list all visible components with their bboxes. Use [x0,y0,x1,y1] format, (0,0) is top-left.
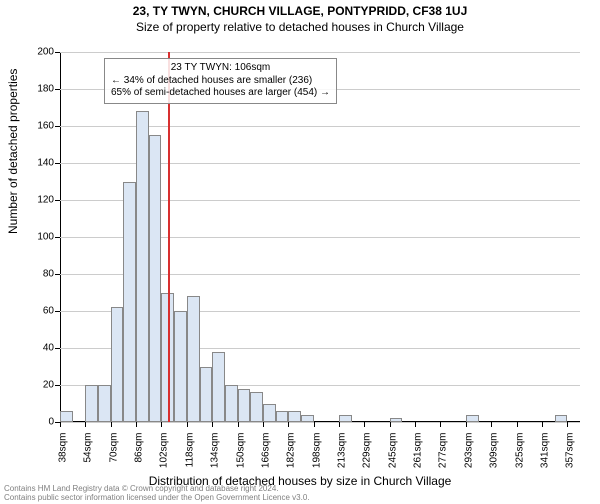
y-tick-mark [55,385,60,386]
annotation-line: 65% of semi-detached houses are larger (… [111,87,330,100]
x-tick-mark [567,422,568,427]
x-tick-mark [339,422,340,427]
x-tick-mark [187,422,188,427]
x-tick-mark [491,422,492,427]
histogram-bar [174,311,187,422]
x-tick-mark [85,422,86,427]
footer-attribution: Contains HM Land Registry data © Crown c… [4,484,310,502]
x-tick-mark [288,422,289,427]
histogram-bar [98,385,111,422]
x-tick-mark [440,422,441,427]
x-tick-mark [314,422,315,427]
y-tick-label: 100 [24,232,54,243]
chart-subtitle: Size of property relative to detached ho… [0,20,600,34]
x-tick-mark [466,422,467,427]
y-tick-mark [55,274,60,275]
x-tick-mark [238,422,239,427]
x-tick-mark [364,422,365,427]
y-tick-mark [55,311,60,312]
y-tick-label: 200 [24,47,54,58]
y-tick-mark [55,89,60,90]
gridline [60,52,580,53]
histogram-bar [339,415,352,422]
histogram-bar [85,385,98,422]
annotation-line: ← 34% of detached houses are smaller (23… [111,75,330,88]
y-tick-label: 140 [24,158,54,169]
x-tick-mark [136,422,137,427]
x-tick-mark [542,422,543,427]
y-tick-mark [55,348,60,349]
histogram-bar [301,415,314,422]
y-tick-label: 160 [24,121,54,132]
annotation-line: 23 TY TWYN: 106sqm [111,62,330,75]
histogram-bar [263,404,276,423]
y-tick-mark [55,200,60,201]
gridline [60,422,580,423]
histogram-bar [123,182,136,423]
footer-line-1: Contains HM Land Registry data © Crown c… [4,484,310,493]
y-tick-label: 20 [24,380,54,391]
x-tick-mark [60,422,61,427]
x-tick-mark [111,422,112,427]
y-tick-label: 180 [24,84,54,95]
histogram-bar [200,367,213,423]
histogram-bar [466,415,479,422]
y-tick-label: 120 [24,195,54,206]
annotation-box: 23 TY TWYN: 106sqm← 34% of detached hous… [104,58,337,104]
y-tick-label: 0 [24,417,54,428]
x-tick-mark [263,422,264,427]
y-tick-mark [55,237,60,238]
x-tick-mark [390,422,391,427]
y-axis-label: Number of detached properties [6,69,20,234]
x-tick-mark [212,422,213,427]
histogram-bar [60,411,73,422]
plot-region: 02040608010012014016018020038sqm54sqm70s… [60,52,580,422]
y-tick-mark [55,126,60,127]
histogram-bar [555,415,568,422]
histogram-bar [225,385,238,422]
y-tick-label: 80 [24,269,54,280]
histogram-bar [136,111,149,422]
footer-line-2: Contains public sector information licen… [4,493,310,502]
histogram-bar [390,418,403,422]
histogram-bar [212,352,225,422]
histogram-bar [149,135,162,422]
y-tick-mark [55,163,60,164]
x-tick-mark [415,422,416,427]
chart-title: 23, TY TWYN, CHURCH VILLAGE, PONTYPRIDD,… [0,4,600,18]
y-tick-mark [55,52,60,53]
y-tick-label: 40 [24,343,54,354]
chart-plot-area: 02040608010012014016018020038sqm54sqm70s… [60,52,580,422]
histogram-bar [187,296,200,422]
histogram-bar [250,392,263,422]
histogram-bar [238,389,251,422]
reference-line [168,52,170,422]
x-tick-mark [517,422,518,427]
histogram-bar [288,411,301,422]
histogram-bar [276,411,289,422]
x-tick-mark [161,422,162,427]
y-tick-label: 60 [24,306,54,317]
histogram-bar [111,307,124,422]
